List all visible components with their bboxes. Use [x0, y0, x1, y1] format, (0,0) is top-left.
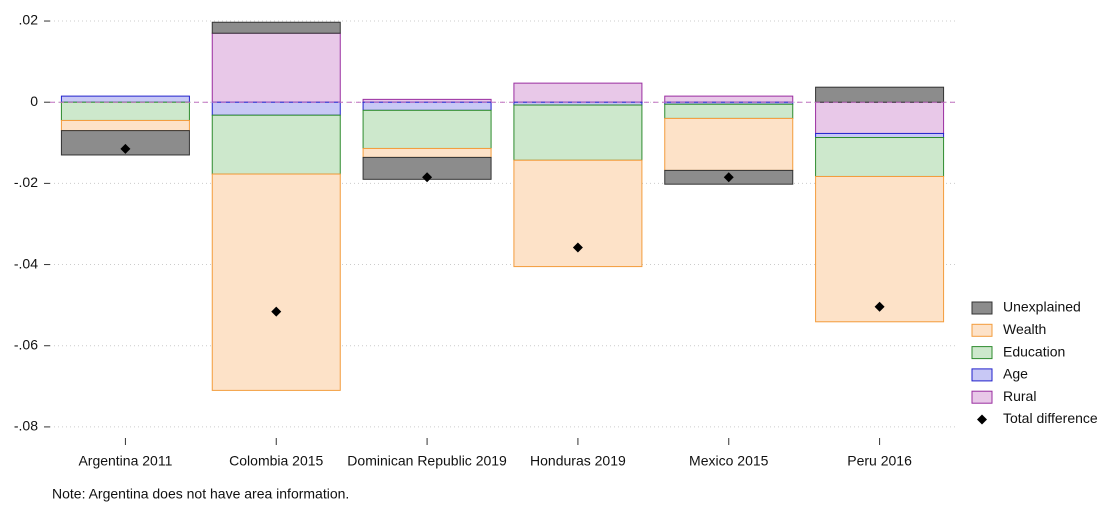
y-tick-label: -.06: [14, 336, 38, 352]
legend-label: Education: [1003, 343, 1065, 359]
total-marker: [572, 242, 583, 253]
bar-segment: [664, 95, 794, 103]
y-tick-label: -.08: [14, 418, 38, 434]
total-marker: [422, 172, 433, 183]
bar-segment: [513, 104, 643, 161]
bar-segment: [211, 21, 341, 34]
bar-segment: [664, 103, 794, 119]
y-tick-label: -.04: [14, 255, 38, 271]
legend-label: Rural: [1003, 388, 1036, 404]
x-tick-label: Argentina 2011: [78, 453, 172, 469]
note: Note: Argentina does not have area infor…: [52, 486, 349, 502]
x-tick-label: Dominican Republic 2019: [347, 453, 507, 469]
bar-segment: [815, 175, 945, 323]
bar-segment: [664, 117, 794, 171]
bar-segment: [211, 32, 341, 103]
legend-swatch: [971, 346, 993, 360]
legend-label: Total difference: [1003, 410, 1098, 426]
legend-swatch: [971, 301, 993, 315]
total-marker: [120, 143, 131, 154]
legend-label: Wealth: [1003, 321, 1046, 337]
bar-segment: [815, 132, 945, 139]
bar-segment: [815, 137, 945, 177]
bar-segment: [211, 101, 341, 116]
x-tick-label: Colombia 2015: [229, 453, 323, 469]
legend-swatch: [971, 390, 993, 404]
bar-segment: [211, 173, 341, 391]
bar-segment: [362, 109, 492, 149]
bar-segment: [211, 114, 341, 175]
bar-segment: [362, 101, 492, 111]
bar-segment: [513, 82, 643, 103]
bar-segment: [60, 119, 190, 132]
total-marker: [874, 301, 885, 312]
x-tick-label: Mexico 2015: [689, 453, 769, 469]
y-tick-label: -.02: [14, 174, 38, 190]
bar-segment: [60, 101, 190, 121]
y-tick-label: 0: [30, 93, 38, 109]
x-tick-label: Honduras 2019: [530, 453, 626, 469]
legend-swatch: [971, 323, 993, 337]
bar-segment: [60, 95, 190, 103]
bar-segment: [815, 101, 945, 134]
legend-swatch: [971, 368, 993, 382]
total-marker: [271, 306, 282, 317]
legend-label: Unexplained: [1003, 299, 1081, 315]
bar-segment: [362, 147, 492, 158]
legend-marker: [977, 414, 987, 425]
total-marker: [723, 172, 734, 183]
y-tick-label: .02: [19, 12, 39, 28]
x-tick-label: Peru 2016: [847, 453, 912, 469]
legend-label: Age: [1003, 366, 1028, 382]
bar-segment: [815, 86, 945, 103]
